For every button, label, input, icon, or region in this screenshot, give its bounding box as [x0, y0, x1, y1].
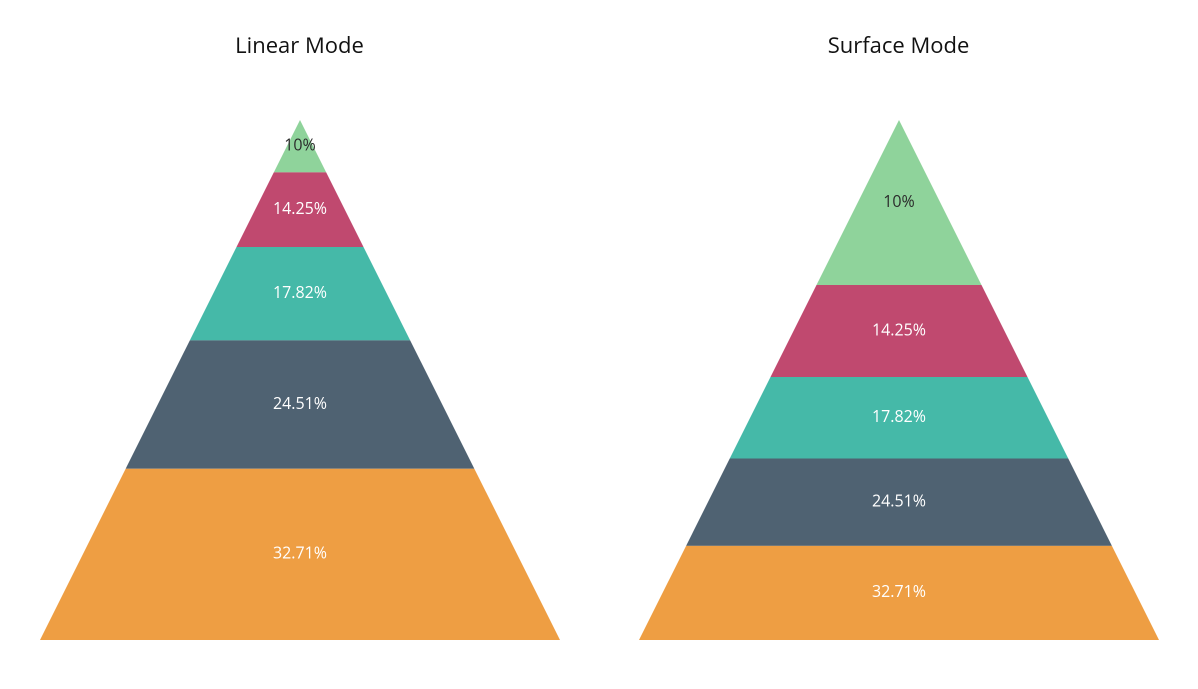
linear-pyramid-title: Linear Mode: [235, 30, 364, 60]
pyramid-segment-label: 14.25%: [272, 197, 326, 219]
pyramid-segment-label: 17.82%: [272, 281, 326, 303]
linear-pyramid-chart: 10% 14.25% 17.82% 24.51% 32.71%: [40, 120, 560, 640]
linear-pyramid-panel: Linear Mode 10% 14.25% 17.82% 24.51% 32.71%: [20, 30, 580, 640]
pyramid-segment-label: 32.71%: [871, 580, 925, 602]
surface-pyramid-chart: 10% 14.25% 17.82% 24.51% 32.71%: [639, 120, 1159, 640]
surface-pyramid-title: Surface Mode: [828, 30, 970, 60]
surface-pyramid-panel: Surface Mode 10% 14.25% 17.82% 24.51% 32.71%: [619, 30, 1179, 640]
pyramid-segment-label: 10%: [284, 133, 316, 155]
pyramid-segment-label: 24.51%: [871, 489, 925, 511]
pyramid-segment-label: 14.25%: [871, 318, 925, 340]
pyramid-segment-label: 24.51%: [272, 392, 326, 414]
pyramid-segment-label: 17.82%: [871, 405, 925, 427]
pyramid-segment-label: 10%: [883, 190, 915, 212]
pyramid-segment-label: 32.71%: [272, 542, 326, 564]
